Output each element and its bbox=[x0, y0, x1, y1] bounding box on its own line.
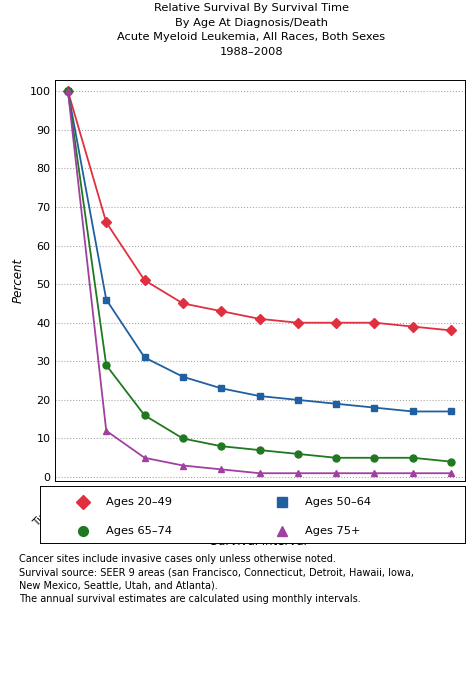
Ages 50–64 bbox=[180, 372, 186, 381]
Ages 50–64 bbox=[103, 295, 109, 304]
Ages 20–49 bbox=[372, 318, 377, 327]
Line: Ages 50–64: Ages 50–64 bbox=[64, 88, 455, 415]
Ages 20–49 bbox=[103, 218, 109, 226]
Ages 75+ bbox=[448, 469, 454, 477]
Ages 75+ bbox=[65, 87, 71, 95]
Ages 50–64 bbox=[256, 392, 262, 400]
Ages 20–49 bbox=[219, 307, 224, 316]
Text: Ages 65–74: Ages 65–74 bbox=[106, 526, 172, 536]
Text: Ages 50–64: Ages 50–64 bbox=[305, 497, 372, 507]
Ages 65–74 bbox=[65, 87, 71, 95]
Ages 20–49 bbox=[180, 299, 186, 307]
Ages 75+ bbox=[410, 469, 416, 477]
Ages 65–74 bbox=[219, 442, 224, 450]
Y-axis label: Percent: Percent bbox=[12, 257, 25, 303]
Ages 50–64 bbox=[372, 403, 377, 412]
Ages 65–74 bbox=[448, 457, 454, 466]
Ages 75+ bbox=[219, 465, 224, 473]
Ages 75+ bbox=[103, 426, 109, 435]
X-axis label: Survival interval: Survival interval bbox=[211, 535, 308, 548]
Ages 20–49 bbox=[256, 315, 262, 323]
Ages 50–64 bbox=[410, 408, 416, 416]
Ages 65–74 bbox=[410, 454, 416, 462]
Ages 75+ bbox=[142, 454, 147, 462]
Ages 65–74 bbox=[295, 450, 301, 458]
Text: Relative Survival By Survival Time
By Age At Diagnosis/Death
Acute Myeloid Leuke: Relative Survival By Survival Time By Ag… bbox=[117, 3, 385, 57]
Ages 65–74 bbox=[333, 454, 339, 462]
Ages 75+ bbox=[256, 469, 262, 477]
Ages 50–64 bbox=[448, 408, 454, 416]
Ages 50–64 bbox=[219, 384, 224, 392]
Ages 20–49 bbox=[448, 327, 454, 335]
Ages 50–64 bbox=[65, 87, 71, 95]
Ages 20–49 bbox=[333, 318, 339, 327]
Ages 50–64 bbox=[142, 354, 147, 362]
Ages 75+ bbox=[372, 469, 377, 477]
Ages 75+ bbox=[180, 462, 186, 470]
Ages 65–74 bbox=[103, 361, 109, 370]
Line: Ages 20–49: Ages 20–49 bbox=[64, 88, 455, 334]
Ages 65–74 bbox=[142, 411, 147, 419]
Ages 20–49 bbox=[142, 276, 147, 284]
Ages 65–74 bbox=[180, 435, 186, 443]
Text: Ages 75+: Ages 75+ bbox=[305, 526, 361, 536]
Ages 50–64 bbox=[295, 396, 301, 404]
Ages 65–74 bbox=[256, 446, 262, 454]
Ages 65–74 bbox=[372, 454, 377, 462]
Line: Ages 65–74: Ages 65–74 bbox=[64, 88, 455, 465]
Ages 75+ bbox=[333, 469, 339, 477]
Text: Cancer sites include invasive cases only unless otherwise noted.
Survival source: Cancer sites include invasive cases only… bbox=[19, 554, 414, 604]
Ages 20–49 bbox=[65, 87, 71, 95]
Ages 50–64 bbox=[333, 399, 339, 408]
Ages 20–49 bbox=[295, 318, 301, 327]
Line: Ages 75+: Ages 75+ bbox=[64, 88, 455, 477]
Ages 20–49 bbox=[410, 322, 416, 331]
Text: Ages 20–49: Ages 20–49 bbox=[106, 497, 172, 507]
Ages 75+ bbox=[295, 469, 301, 477]
